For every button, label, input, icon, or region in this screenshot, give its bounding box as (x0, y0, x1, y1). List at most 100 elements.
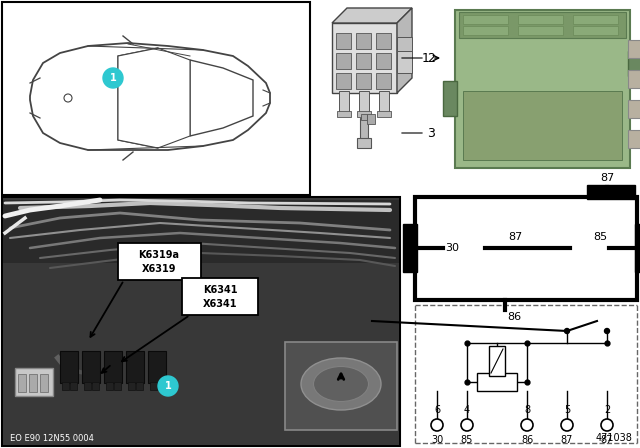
Bar (477, 373, 517, 391)
Bar (628, 130, 640, 148)
Text: 30: 30 (445, 243, 459, 253)
Text: 30: 30 (431, 435, 443, 445)
Bar (18, 374, 26, 392)
Bar (3, 198, 399, 445)
Polygon shape (397, 8, 412, 93)
Bar (359, 91, 369, 113)
Text: 86: 86 (507, 312, 521, 322)
Text: 85: 85 (461, 435, 473, 445)
Bar (336, 53, 351, 69)
Text: X6319: X6319 (141, 264, 176, 274)
Bar (150, 382, 157, 390)
Bar (15, 368, 53, 396)
Bar (376, 53, 391, 69)
Bar (82, 351, 100, 383)
Bar (489, 346, 505, 376)
Bar (376, 33, 391, 49)
Bar (285, 342, 397, 430)
Bar (332, 23, 397, 93)
Text: EO E90 12N55 0004: EO E90 12N55 0004 (10, 434, 94, 443)
Bar (628, 70, 640, 88)
Bar (377, 111, 391, 117)
Bar (463, 91, 622, 160)
Bar (573, 26, 618, 35)
Circle shape (605, 328, 609, 333)
Bar (70, 382, 77, 390)
Bar (29, 374, 37, 392)
Bar (336, 33, 351, 49)
Circle shape (521, 419, 533, 431)
Bar (356, 53, 371, 69)
Bar (443, 81, 457, 116)
Bar (337, 111, 351, 117)
Bar (158, 382, 165, 390)
Bar (356, 73, 371, 89)
Circle shape (561, 419, 573, 431)
Text: 3: 3 (427, 126, 435, 139)
Bar (587, 185, 635, 199)
Text: 6: 6 (434, 405, 440, 415)
Bar (62, 382, 69, 390)
Bar (628, 51, 640, 76)
Bar (104, 351, 122, 383)
Bar (339, 91, 349, 113)
Bar (367, 114, 375, 124)
Circle shape (564, 328, 570, 333)
Text: X6341: X6341 (203, 299, 237, 309)
Text: 87: 87 (601, 435, 613, 445)
Bar (379, 91, 389, 113)
Text: 87: 87 (508, 232, 522, 242)
Circle shape (158, 376, 178, 396)
Bar (2, 197, 400, 446)
Bar (3, 200, 399, 263)
Text: 471038: 471038 (595, 433, 632, 443)
Text: 2: 2 (604, 405, 610, 415)
Bar (336, 73, 351, 89)
Polygon shape (190, 60, 253, 136)
Text: K6319a: K6319a (138, 250, 179, 260)
Bar (397, 37, 412, 51)
Bar (518, 26, 563, 35)
Bar (518, 15, 563, 24)
Text: 8: 8 (524, 405, 530, 415)
Bar (357, 111, 371, 117)
Bar (148, 351, 166, 383)
Circle shape (431, 419, 443, 431)
Bar (463, 15, 508, 24)
Circle shape (601, 419, 613, 431)
Bar (573, 15, 618, 24)
Text: 87: 87 (600, 173, 614, 183)
Bar (463, 26, 508, 35)
Bar (635, 224, 640, 272)
Bar (118, 243, 201, 280)
Circle shape (461, 419, 473, 431)
Text: 2: 2 (427, 52, 435, 65)
Polygon shape (30, 43, 270, 150)
Text: 4: 4 (464, 405, 470, 415)
Bar (628, 100, 640, 118)
Bar (126, 351, 144, 383)
Text: 86: 86 (521, 435, 533, 445)
Polygon shape (118, 48, 190, 148)
Bar (114, 382, 121, 390)
Bar (455, 10, 630, 168)
Bar (403, 224, 417, 272)
Bar (356, 33, 371, 49)
Bar (2, 2, 310, 195)
Bar (136, 382, 143, 390)
Bar (357, 138, 371, 148)
Text: 87: 87 (561, 435, 573, 445)
Bar (361, 114, 367, 120)
Bar (415, 197, 637, 300)
Text: K6341: K6341 (203, 285, 237, 295)
Text: 5: 5 (564, 405, 570, 415)
Polygon shape (332, 8, 412, 23)
Circle shape (103, 68, 123, 88)
Bar (40, 374, 48, 392)
Bar (84, 382, 91, 390)
Bar (60, 351, 78, 383)
Bar (92, 382, 99, 390)
Bar (360, 118, 368, 140)
Bar (628, 40, 640, 58)
Bar (128, 382, 135, 390)
